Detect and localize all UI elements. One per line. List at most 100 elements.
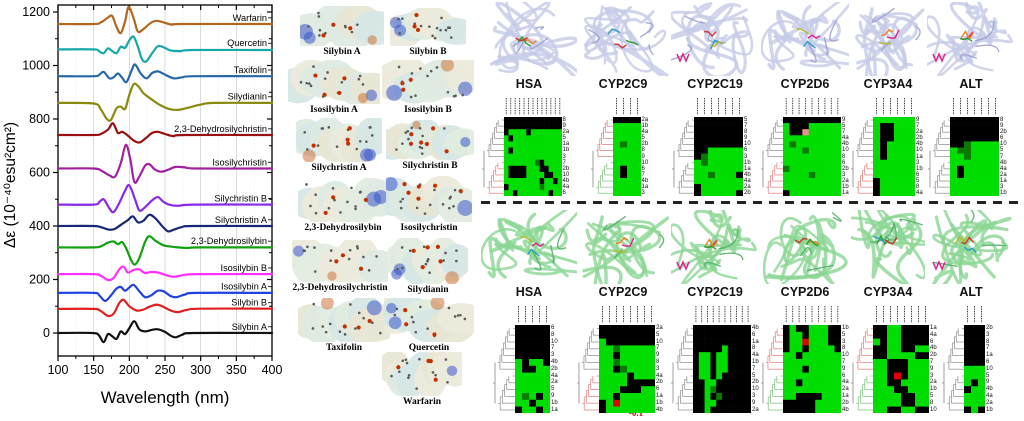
heatmap-cell	[548, 190, 553, 197]
protein-ribbon	[969, 234, 1006, 263]
heatmap-cell	[641, 379, 649, 387]
heatmap-cell	[626, 171, 634, 179]
heatmap-cell	[693, 372, 700, 380]
heatmap-cell	[701, 171, 709, 179]
protein-ribbon-edge	[974, 21, 995, 42]
heatmap-cell	[901, 386, 909, 394]
heatmap-cell	[880, 159, 888, 167]
heatmap-column-labels	[876, 98, 912, 115]
negative-potential-patch	[394, 24, 407, 37]
negative-potential-patch	[293, 245, 305, 257]
heatmap-cell	[619, 123, 627, 130]
heatmap-cell	[727, 345, 734, 353]
heatmap-cell	[828, 165, 835, 173]
heatmap-cell	[530, 147, 536, 154]
negative-potential-patch	[363, 148, 376, 161]
heatmap-row-label: 10	[842, 147, 849, 154]
heatmap-cell	[957, 159, 965, 167]
protein-ribbon-edge	[639, 22, 654, 38]
heatmap-cell	[915, 386, 923, 394]
heatmap-cell	[950, 178, 958, 185]
heatmap-cell	[507, 165, 513, 173]
docking-column: HSA 6 8 10 7 3 4b 2b 4a 2a 5 9 1b 1a	[481, 210, 577, 414]
x-tick-label: 400	[262, 363, 283, 377]
x-tick-label: 100	[48, 363, 69, 377]
heatmap-cell	[515, 379, 523, 387]
heatmap-cell	[971, 153, 979, 160]
heatmap-cell	[985, 141, 993, 148]
protein-ribbon-edge	[703, 261, 722, 269]
carbon-atom	[433, 188, 436, 192]
carbon-atom	[358, 191, 362, 194]
heatmap-cell	[908, 393, 916, 401]
heatmap-cell	[736, 135, 743, 142]
heatmap-cell	[613, 325, 621, 333]
heatmap-cell	[873, 178, 881, 185]
heatmap-cell	[887, 325, 895, 333]
protein-name: CYP2D6	[780, 77, 830, 91]
heatmap-cell	[543, 372, 550, 380]
heatmap-cell	[901, 141, 909, 148]
carbon-atom	[350, 186, 353, 190]
protein-ribbon	[597, 7, 669, 76]
ligand-stick	[520, 236, 534, 243]
curve-label: 2,3-Dehydrosilybin	[191, 236, 267, 246]
heatmap-cell	[708, 178, 716, 185]
carbon-atom	[318, 28, 322, 32]
heatmap-row-label: 2a	[842, 177, 849, 184]
heatmap-cell	[503, 159, 509, 167]
heatmap-cell	[694, 159, 702, 167]
protein-ribbon-edge	[613, 248, 623, 259]
heatmap-cell	[529, 338, 537, 346]
heatmap-cell	[722, 379, 729, 387]
heatmap-cell	[887, 147, 895, 154]
heatmap-cell	[783, 190, 790, 197]
heatmap-cell	[985, 184, 993, 191]
heatmap-cell	[633, 190, 641, 197]
heatmap-cell	[873, 386, 881, 394]
heatmap-cell	[901, 345, 909, 353]
heatmap-cell	[992, 135, 999, 142]
curve-label: 2,3-Dehydrosilychristin	[174, 124, 267, 134]
heatmap-row-label: 7	[551, 345, 555, 352]
carbon-atom	[448, 197, 452, 200]
heatmap-cell	[552, 117, 558, 124]
heatmap-cell	[543, 365, 550, 373]
heatmap-cell	[704, 379, 711, 387]
heatmap-cell	[694, 178, 702, 185]
heatmap-cell	[783, 399, 790, 407]
heatmap-cell	[736, 123, 743, 130]
protein-ribbon-edge	[658, 233, 665, 249]
heatmap-cell	[964, 399, 972, 407]
heatmap-row-label: 4b	[930, 345, 937, 352]
carbon-atom	[455, 249, 458, 252]
protein-ribbon-edge	[531, 250, 542, 271]
heatmap-cell	[641, 331, 649, 339]
heatmap-cell	[815, 147, 822, 154]
mep-molecule-label: 2,3-Dehydrosilybin	[304, 223, 382, 233]
heatmap-cell	[529, 372, 537, 380]
protein-ribbon	[526, 212, 555, 242]
heatmap-cell	[641, 338, 649, 346]
heatmap-cell	[894, 372, 902, 380]
molecule-surface	[292, 294, 398, 347]
heatmap-grid	[612, 117, 641, 197]
heatmap-cell	[736, 147, 743, 154]
carbon-atom	[365, 140, 368, 143]
heatmap-row-label: 1a	[562, 141, 570, 148]
heatmap-row-label: 10	[656, 338, 663, 345]
heatmap-row-label: 2a	[641, 117, 649, 123]
heatmap-cell	[894, 117, 902, 124]
heatmap-row-labels: 5 7 8 9 10 6 3 1b 1a 4b 4a 2a 2b	[744, 117, 751, 196]
heatmap-cell	[619, 165, 627, 173]
oxygen-atom	[348, 26, 353, 31]
heatmap-row-label: 5	[752, 372, 756, 379]
heatmap-cell	[733, 365, 740, 373]
heatmap-cell	[704, 393, 711, 401]
heatmap-cell	[795, 135, 803, 142]
heatmap-cell	[901, 184, 909, 191]
heatmap-cell	[648, 365, 655, 373]
heatmap-cell	[507, 117, 513, 124]
heatmap-cell	[612, 159, 620, 167]
esp-surface	[437, 303, 486, 334]
